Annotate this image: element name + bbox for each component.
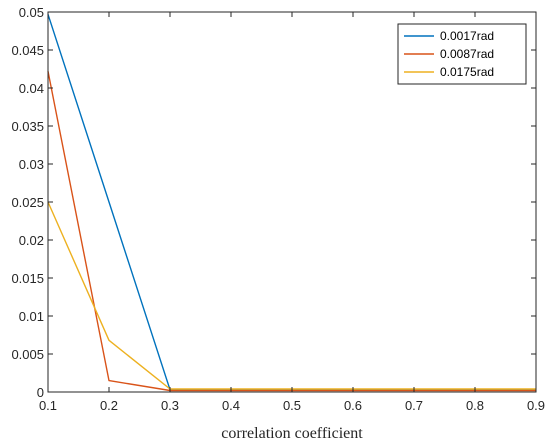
legend: 0.0017rad 0.0087rad 0.0175rad <box>397 23 527 85</box>
y-tick-label: 0.025 <box>11 195 44 210</box>
x-tick-label: 0.4 <box>222 398 240 413</box>
x-tick-label: 0.5 <box>283 398 301 413</box>
legend-label: 0.0175rad <box>440 65 494 79</box>
y-tick-label: 0.045 <box>11 43 44 58</box>
y-tick-label: 0.02 <box>19 233 44 248</box>
x-axis-title: correlation coefficient <box>221 425 363 442</box>
x-tick-label: 0.7 <box>405 398 423 413</box>
x-tick-label: 0.1 <box>39 398 57 413</box>
y-tick-label: 0 <box>37 385 44 400</box>
x-tick-label: 0.6 <box>344 398 362 413</box>
x-tick-label: 0.3 <box>161 398 179 413</box>
legend-label: 0.0087rad <box>440 47 494 61</box>
x-tick-label: 0.8 <box>466 398 484 413</box>
y-tick-label: 0.01 <box>19 309 44 324</box>
y-tick-label: 0.05 <box>19 5 44 20</box>
x-tick-label: 0.2 <box>100 398 118 413</box>
legend-label: 0.0017rad <box>440 29 494 43</box>
y-tick-label: 0.04 <box>19 81 44 96</box>
y-tick-label: 0.015 <box>11 271 44 286</box>
y-tick-label: 0.03 <box>19 157 44 172</box>
y-tick-label: 0.035 <box>11 119 44 134</box>
axes-layer: 0.1 0.2 0.3 0.4 0.5 0.6 0.7 0.8 0.9 0 0.005 0.01 0.0… <box>11 5 545 413</box>
y-tick-label: 0.005 <box>11 347 44 362</box>
x-tick-label: 0.9 <box>527 398 545 413</box>
